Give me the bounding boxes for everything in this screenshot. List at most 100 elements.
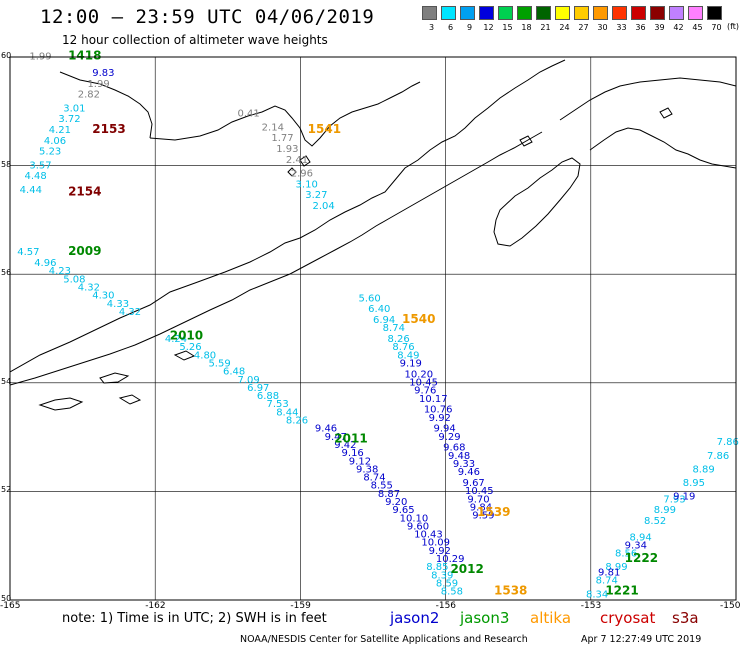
latitude-label: 52 (1, 485, 12, 495)
colorbar-swatch (688, 6, 703, 20)
wave-height-value: 8.52 (644, 516, 666, 527)
wave-height-value: 10.76 (424, 405, 453, 416)
track-time-labels: 1418 2153 2154 1541 2009 1540 2010 2011 1539 2012… (68, 49, 658, 598)
longitude-label: -153 (580, 601, 602, 611)
wave-height-value: 10.45 (465, 486, 494, 497)
track-time-label: 2011 (334, 432, 367, 446)
longitude-label: -162 (145, 601, 166, 611)
wave-height-value: 6.48 (223, 367, 245, 378)
latitude-label: 60 (1, 51, 12, 60)
wave-height-value: 9.42 (334, 440, 356, 451)
wave-height-value: 9.38 (356, 464, 378, 475)
wave-height-value: 1.93 (276, 144, 298, 155)
colorbar-swatch (650, 6, 665, 20)
wave-height-value: 4.80 (194, 350, 216, 361)
wave-height-value: 7.09 (237, 375, 259, 386)
colorbar-label: 39 (654, 23, 665, 32)
track-time-label: 2154 (68, 184, 101, 198)
wave-height-value: 5.08 (63, 274, 85, 285)
wave-height-value: 8.58 (441, 587, 463, 598)
colorbar-label: 12 (483, 23, 494, 32)
track-time-label: 2009 (68, 244, 101, 258)
coastline-peninsula-south (10, 131, 543, 386)
track-time-label: 2010 (170, 328, 203, 342)
colorbar-label: 6 (447, 23, 454, 32)
wave-height-value: 6.40 (368, 304, 390, 315)
legend-altika: altika (530, 609, 572, 627)
wave-height-value: 9.92 (429, 413, 451, 424)
colorbar-swatch (460, 6, 475, 20)
generated-timestamp: Apr 7 12:27:49 UTC 2019 (581, 634, 702, 645)
colorbar-label: 42 (673, 23, 684, 32)
wave-height-value: 9.67 (463, 478, 485, 489)
lat-lon-grid (10, 57, 736, 600)
wave-height-value: 4.32 (78, 282, 100, 293)
colorbar-label: 15 (502, 23, 513, 32)
wave-height-value: 10.45 (409, 378, 438, 389)
track-time-label: 1538 (494, 584, 527, 598)
colorbar-swatch (574, 6, 589, 20)
coastline-kenai (589, 127, 736, 169)
wave-height-value: 9.20 (385, 497, 407, 508)
wave-height-value: 8.55 (371, 481, 393, 492)
latitude-label: 54 (1, 376, 12, 386)
colorbar-swatch (669, 6, 684, 20)
wave-height-value: 9.12 (349, 456, 371, 467)
wave-height-value: 6.88 (257, 391, 279, 402)
wave-height-value: 9.48 (448, 451, 470, 462)
coastline-alaska-peninsula (10, 59, 566, 373)
wave-height-value: 8.74 (383, 323, 405, 334)
colorbar-label: 24 (559, 23, 570, 32)
wave-height-value: 5.23 (39, 147, 61, 158)
wave-height-value: 4.48 (25, 171, 47, 182)
wave-height-labels: 1.991.992.829.833.013.724.214.065.233.57… (17, 52, 739, 601)
colorbar-swatch (479, 6, 494, 20)
wave-height-value: 3.10 (296, 179, 318, 190)
colorbar-label: 27 (578, 23, 589, 32)
wave-height-value: 8.34 (586, 589, 608, 600)
wave-height-value: 4.32 (119, 307, 141, 318)
wave-height-value: 8.85 (426, 562, 448, 573)
longitude-label: -165 (0, 601, 21, 611)
wave-height-value: 9.68 (443, 443, 465, 454)
wave-height-value: 5.59 (208, 359, 230, 370)
coastline-aleutian-islands (38, 350, 196, 411)
colorbar-swatch (536, 6, 551, 20)
wave-height-value: 8.49 (397, 350, 419, 361)
colorbar-swatch (555, 6, 570, 20)
wave-height-value: 9.19 (673, 492, 695, 503)
colorbar-swatch (422, 6, 437, 20)
wave-height-value: 2.96 (291, 168, 313, 179)
wave-height-value: 10.10 (400, 513, 429, 524)
track-time-label: 1221 (605, 584, 638, 598)
wave-height-value: 6.94 (373, 315, 395, 326)
credit-text: NOAA/NESDIS Center for Satellite Applica… (240, 634, 528, 645)
wave-height-value: 7.86 (707, 451, 729, 462)
wave-height-value: 8.56 (615, 549, 637, 560)
colorbar-swatch (593, 6, 608, 20)
colorbar-label: 33 (616, 23, 627, 32)
wave-height-value: 9.29 (438, 432, 460, 443)
coastline-bristol-bay (149, 81, 421, 147)
wave-height-value: 8.95 (683, 478, 705, 489)
wave-height-value: 10.17 (419, 394, 448, 405)
coastline-kodiak-island (493, 157, 581, 247)
wave-height-value: 4.21 (49, 125, 71, 136)
wave-height-value: 2.04 (313, 201, 335, 212)
wave-height-value: 9.81 (598, 568, 620, 579)
map-title: 12:00 — 23:59 UTC 04/06/2019 (40, 6, 375, 28)
longitude-label: -150 (720, 601, 740, 611)
wave-height-value: 3.57 (29, 160, 51, 171)
colorbar-label: 30 (597, 23, 608, 32)
wave-height-value: 1.77 (271, 133, 293, 144)
wave-height-value: 9.94 (434, 424, 456, 435)
wave-height-value: 9.59 (472, 511, 494, 522)
wave-height-value: 4.96 (34, 258, 56, 269)
wave-height-value: 7.53 (267, 399, 289, 410)
wave-height-value: 3.72 (58, 114, 80, 125)
wave-height-value: 8.99 (605, 562, 627, 573)
wave-height-value: 9.60 (407, 521, 429, 532)
wave-height-value: 8.76 (392, 342, 414, 353)
colorbar-swatch (498, 6, 513, 20)
